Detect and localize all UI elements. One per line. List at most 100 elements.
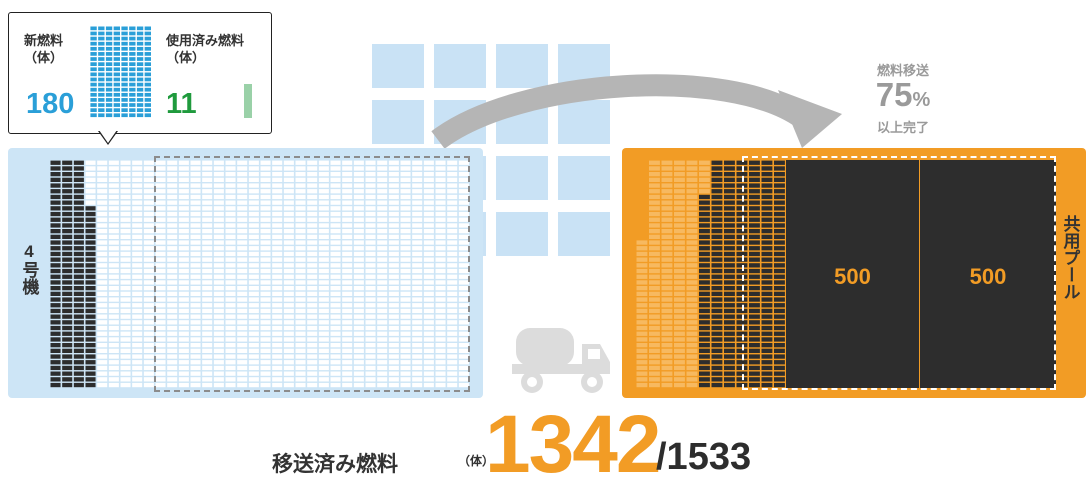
pool-fuel-slot bbox=[749, 251, 760, 257]
pool-fuel-slot bbox=[749, 377, 760, 382]
fuel-slot bbox=[353, 257, 364, 262]
fuel-slot bbox=[143, 172, 154, 177]
pool-fuel-slot bbox=[736, 217, 748, 222]
fuel-slot bbox=[143, 263, 154, 268]
fuel-slot bbox=[400, 371, 411, 376]
fuel-slot bbox=[307, 320, 318, 325]
fuel-slot bbox=[318, 371, 329, 376]
fuel-slot bbox=[73, 223, 84, 228]
fuel-slot bbox=[108, 211, 119, 217]
fuel-slot bbox=[388, 297, 399, 302]
fuel-slot bbox=[447, 263, 458, 268]
fuel-slot bbox=[85, 206, 96, 211]
fuel-slot bbox=[132, 268, 143, 274]
new-fuel-slot bbox=[113, 41, 120, 46]
new-fuel-slot bbox=[98, 77, 105, 82]
pool-fuel-slot bbox=[711, 217, 723, 222]
fuel-slot bbox=[260, 257, 271, 262]
fuel-slot bbox=[412, 268, 423, 274]
fuel-slot bbox=[237, 183, 248, 188]
pool-fuel-slot bbox=[711, 286, 723, 291]
fuel-slot bbox=[307, 263, 318, 268]
pool-fuel-slot bbox=[636, 331, 648, 336]
fuel-slot bbox=[330, 263, 341, 268]
new-fuel-slot bbox=[105, 87, 113, 92]
fuel-slot bbox=[318, 365, 329, 371]
fuel-slot bbox=[342, 382, 353, 388]
fuel-slot bbox=[423, 166, 434, 171]
fuel-slot bbox=[190, 320, 201, 325]
fuel-slot bbox=[307, 160, 318, 165]
fuel-slot bbox=[85, 365, 96, 371]
fuel-slot bbox=[237, 343, 248, 348]
fuel-slot bbox=[295, 303, 306, 308]
pool-fuel-slot bbox=[711, 314, 723, 319]
fuel-slot bbox=[412, 160, 423, 165]
fuel-slot bbox=[97, 240, 108, 245]
pool-fuel-slot bbox=[711, 177, 723, 182]
pool-fuel-slot bbox=[761, 286, 773, 291]
fuel-slot bbox=[120, 291, 131, 296]
fuel-slot bbox=[167, 303, 178, 308]
pool-fuel-slot bbox=[761, 314, 773, 319]
fuel-slot bbox=[248, 246, 259, 251]
fuel-slot bbox=[120, 160, 131, 165]
pool-block-1-value: 500 bbox=[834, 264, 871, 289]
fuel-slot bbox=[365, 257, 376, 262]
pool-fuel-slot bbox=[724, 177, 735, 182]
new-fuel-slot bbox=[144, 103, 151, 107]
pool-fuel-slot bbox=[699, 246, 710, 251]
fuel-slot bbox=[97, 160, 108, 165]
new-fuel-slot bbox=[136, 57, 144, 61]
fuel-slot bbox=[435, 303, 446, 308]
fuel-slot bbox=[307, 223, 318, 228]
fuel-slot bbox=[307, 291, 318, 296]
fuel-slot bbox=[318, 200, 329, 205]
fuel-slot bbox=[447, 286, 458, 291]
pool-fuel-slot bbox=[774, 172, 785, 177]
pool-fuel-slot bbox=[724, 257, 735, 262]
fuel-slot bbox=[377, 251, 388, 257]
fuel-slot bbox=[237, 246, 248, 251]
pool-fuel-slot bbox=[674, 382, 685, 388]
new-fuel-slot bbox=[98, 92, 105, 97]
fuel-slot bbox=[178, 280, 189, 285]
fuel-slot bbox=[365, 371, 376, 376]
pool-fuel-slot bbox=[649, 365, 660, 371]
pool-fuel-slot bbox=[686, 343, 698, 348]
pool-fuel-slot bbox=[661, 325, 673, 331]
fuel-slot bbox=[353, 382, 364, 388]
fuel-slot bbox=[50, 377, 61, 382]
fuel-slot bbox=[260, 365, 271, 371]
fuel-slot bbox=[342, 286, 353, 291]
pool-fuel-slot bbox=[649, 189, 660, 194]
pool-fuel-slot bbox=[761, 274, 773, 279]
pool-fuel-slot bbox=[736, 325, 748, 331]
fuel-slot bbox=[377, 365, 388, 371]
pool-fuel-slot bbox=[699, 286, 710, 291]
fuel-slot bbox=[62, 365, 73, 371]
fuel-slot bbox=[458, 280, 469, 285]
pool-fuel-slot bbox=[686, 183, 698, 188]
pool-fuel-slot bbox=[749, 183, 760, 188]
fuel-slot bbox=[190, 360, 201, 365]
fuel-slot bbox=[108, 251, 119, 257]
new-fuel-slot bbox=[90, 26, 97, 31]
fuel-slot bbox=[202, 211, 213, 217]
pool-fuel-slot bbox=[774, 160, 785, 165]
new-fuel-slot bbox=[144, 41, 151, 46]
fuel-slot bbox=[120, 314, 131, 319]
fuel-slot bbox=[447, 217, 458, 222]
fuel-slot bbox=[178, 183, 189, 188]
pool-fuel-slot bbox=[636, 246, 648, 251]
fuel-slot bbox=[447, 211, 458, 217]
fuel-slot bbox=[97, 268, 108, 274]
fuel-slot bbox=[365, 365, 376, 371]
fuel-slot bbox=[400, 314, 411, 319]
pool-fuel-slot bbox=[761, 172, 773, 177]
fuel-slot bbox=[143, 280, 154, 285]
new-fuel-slot bbox=[105, 108, 113, 112]
fuel-slot bbox=[330, 291, 341, 296]
new-fuel-slot bbox=[113, 108, 120, 112]
fuel-slot bbox=[178, 246, 189, 251]
